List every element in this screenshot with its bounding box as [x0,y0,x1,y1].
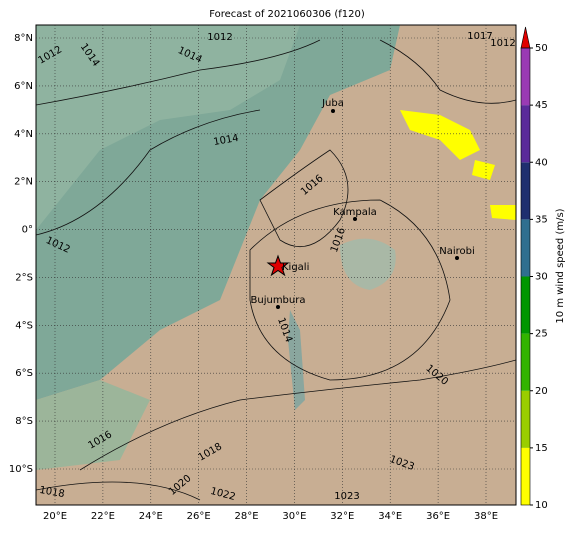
lon-tick-label: 38°E [474,511,498,522]
lon-tick-label: 28°E [235,511,259,522]
colorbar-bin [521,219,530,277]
lon-tick-label: 26°E [187,511,211,522]
contour-label: 1023 [334,491,359,502]
lat-tick-label: 2°N [14,177,33,188]
city-label: Nairobi [439,246,475,257]
lat-tick-label: 2°S [15,272,33,283]
colorbar-label: 10 m wind speed (m/s) [555,208,566,323]
lon-tick-label: 36°E [426,511,450,522]
city-dot [331,109,335,113]
lon-tick-label: 22°E [91,511,115,522]
lon-tick-label: 32°E [330,511,354,522]
lat-tick-label: 8°N [14,33,33,44]
colorbar-bin [521,105,530,163]
lon-tick-label: 24°E [139,511,163,522]
colorbar-tick-label: 30 [535,272,548,283]
colorbar-bin [521,162,530,220]
city-dot [276,305,280,309]
colorbar-tick-label: 35 [535,214,548,225]
lat-tick-label: 8°S [15,416,33,427]
lat-tick-label: 4°N [14,129,33,140]
contour-label: 1014 [213,133,240,148]
colorbar-tick-label: 10 [535,500,548,511]
city-dot [353,217,357,221]
contour-label: 1018 [38,485,65,500]
city-label: Juba [321,98,344,109]
city-label: Bujumbura [251,295,306,306]
lon-tick-label: 20°E [43,511,67,522]
contour-label: 1012 [490,38,515,49]
colorbar-tick-label: 50 [535,43,548,54]
colorbar-extend [520,26,531,49]
colorbar-tick-label: 45 [535,100,548,111]
lon-tick-label: 30°E [282,511,306,522]
contour-label: 1012 [207,32,232,43]
lat-tick-label: 6°S [15,368,33,379]
title: Forecast of 2021060306 (f120) [209,9,365,20]
colorbar-tick-label: 15 [535,443,548,454]
colorbar-bin [521,333,530,391]
lat-tick-label: 4°S [15,320,33,331]
city-dot [455,256,459,260]
city-star [266,254,290,277]
contour-label: 1017 [467,31,492,42]
colorbar: 10 15 20 25 30 35 40 45 50 [520,26,548,511]
colorbar-bin [521,447,530,505]
city-label: Kampala [333,207,377,218]
lat-tick-label: 0° [22,225,33,236]
city-label: Kigali [282,262,309,273]
lat-tick-label: 6°N [14,81,33,92]
map-area [36,25,516,505]
colorbar-tick-label: 25 [535,329,548,340]
lat-tick-label: 10°S [9,464,33,475]
colorbar-tick-label: 20 [535,386,548,397]
colorbar-bin [521,390,530,448]
colorbar-bin [521,276,530,334]
map-frame [35,24,517,506]
colorbar-bin [521,48,530,106]
lon-tick-label: 34°E [378,511,402,522]
colorbar-tick-label: 40 [535,157,548,168]
